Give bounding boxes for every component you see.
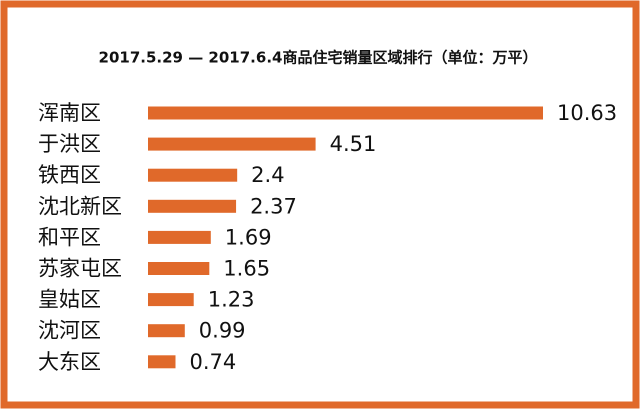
bar <box>148 262 210 275</box>
category-label: 大东区 <box>38 350 101 374</box>
bar <box>148 137 316 151</box>
chart-title: 2017.5.29 — 2017.6.4商品住宅销量区域排行（单位：万平） <box>99 49 538 67</box>
category-label: 浑南区 <box>38 101 101 125</box>
value-label: 1.23 <box>208 288 255 312</box>
category-label: 沈河区 <box>38 319 101 343</box>
value-label: 2.4 <box>251 163 284 187</box>
value-label: 0.74 <box>189 350 236 374</box>
bar <box>148 230 211 244</box>
category-label: 苏家屯区 <box>38 257 122 281</box>
bar <box>148 355 176 369</box>
bar <box>148 324 185 338</box>
category-label: 沈北新区 <box>38 194 122 218</box>
value-label: 1.69 <box>225 225 272 249</box>
category-label: 铁西区 <box>38 163 101 187</box>
category-label: 于洪区 <box>38 132 101 156</box>
value-label: 1.65 <box>223 257 270 281</box>
category-label: 和平区 <box>38 225 101 249</box>
bar <box>148 293 194 307</box>
bar <box>148 199 237 213</box>
bar <box>148 106 543 120</box>
value-label: 10.63 <box>557 101 617 125</box>
value-label: 2.37 <box>250 194 297 218</box>
value-label: 4.51 <box>330 132 377 156</box>
category-label: 皇姑区 <box>38 288 101 312</box>
value-label: 0.99 <box>199 319 246 343</box>
bar <box>148 168 238 182</box>
